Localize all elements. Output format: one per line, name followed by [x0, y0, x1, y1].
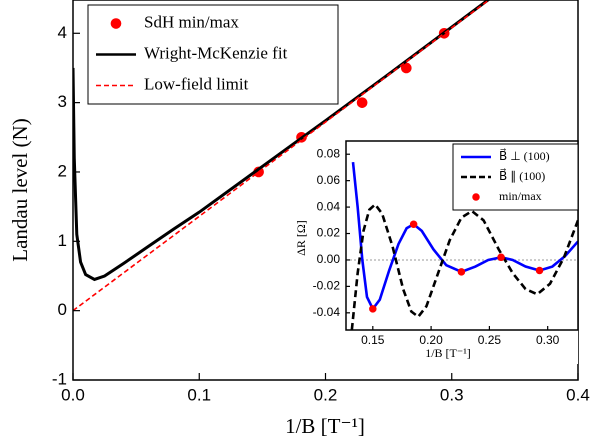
legend-label: Wright-McKenzie fit [144, 43, 288, 62]
data-point [497, 253, 505, 262]
y-tick-label: -1 [52, 369, 67, 388]
legend-label: SdH min/max [144, 12, 239, 31]
x-tick-label: 0.4 [566, 385, 590, 404]
legend-label: B⃗ ∥ (100) [499, 168, 545, 183]
data-line [350, 202, 578, 330]
plot-area [73, 0, 491, 312]
x-tick-label: 0.3 [440, 385, 464, 404]
x-tick-label: 0.15 [361, 333, 385, 347]
data-point [535, 266, 544, 275]
legend-label: B⃗ ⊥ (100) [499, 148, 550, 163]
data-point [409, 220, 418, 229]
x-tick-label: 0.1 [187, 385, 211, 404]
data-point [369, 305, 377, 313]
y-axis-label: ΔR [Ω] [294, 220, 308, 256]
y-tick-label: 2 [58, 161, 67, 180]
y-tick-label: -0.04 [313, 305, 341, 319]
legend-marker [110, 18, 122, 29]
y-tick-label: 0.02 [317, 226, 341, 240]
x-tick-label: 0.30 [536, 333, 560, 347]
y-tick-label: 0.06 [317, 173, 341, 187]
data-point [457, 268, 466, 276]
y-axis-label: Landau level (N) [8, 118, 32, 261]
x-tick-label: 0.2 [314, 385, 338, 404]
legend: B⃗ ⊥ (100) B⃗ ∥ (100) min/max [452, 143, 579, 211]
plot-area [346, 162, 578, 330]
data-line [73, 0, 491, 312]
legend-label: Low-field limit [144, 74, 249, 93]
data-line [73, 0, 491, 282]
x-tick-label: 0.0 [61, 385, 85, 404]
y-tick-label: 3 [58, 92, 67, 111]
plot: 0.0 0.1 0.2 0.3 0.4 -1 0 1 2 3 4 1/B [T⁻¹] Landau le… [8, 0, 590, 438]
y-tick-label: 4 [58, 23, 67, 42]
plot-frame [345, 140, 579, 331]
y-tick-label: 0 [58, 300, 67, 319]
y-tick-label: -0.02 [313, 279, 341, 293]
x-tick-label: 0.20 [419, 333, 443, 347]
legend: SdH min/max Wright-McKenzie fit Low-field … [87, 4, 339, 105]
y-tick-label: 0.08 [317, 146, 341, 160]
y-tick-label: 0.00 [317, 252, 341, 266]
plot: 0.15 0.20 0.25 0.30 -0.04 -0.02 0.00 0.02 0.04 0.… [294, 140, 579, 364]
x-tick-label: 0.25 [478, 333, 502, 347]
y-tick-label: 1 [58, 231, 67, 250]
legend-marker [472, 193, 480, 201]
x-axis-label: 1/B [T⁻¹] [285, 414, 365, 438]
data-line [351, 162, 578, 312]
x-axis-label: 1/B [T⁻¹] [425, 346, 471, 360]
data-point [356, 97, 368, 108]
y-tick-label: 0.04 [317, 199, 341, 213]
data-point [400, 62, 412, 74]
legend-label: min/max [499, 189, 542, 203]
